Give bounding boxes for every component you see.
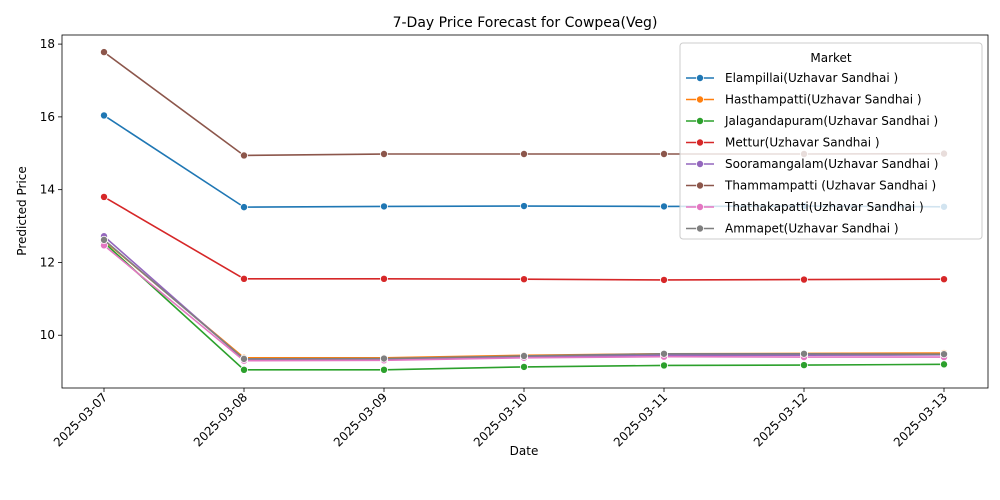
- data-point: [100, 235, 109, 244]
- legend-swatch-marker: [696, 138, 705, 147]
- series-7: [100, 235, 949, 363]
- legend: Market Elampillai(Uzhavar Sandhai ) Hasth…: [679, 42, 983, 240]
- y-axis-label: Predicted Price: [15, 166, 29, 255]
- data-point: [800, 349, 809, 358]
- data-point: [660, 275, 669, 284]
- legend-label: Ammapet(Uzhavar Sandhai ): [725, 222, 899, 236]
- y-tick-label: 18: [40, 37, 55, 51]
- legend-item: Mettur(Uzhavar Sandhai ): [686, 136, 880, 150]
- legend-item: Jalagandapuram(Uzhavar Sandhai ): [686, 114, 938, 128]
- data-point: [660, 150, 669, 159]
- y-tick-label: 14: [40, 183, 55, 197]
- chart-title: 7-Day Price Forecast for Cowpea(Veg): [393, 15, 658, 31]
- y-tick-label: 10: [40, 328, 55, 342]
- data-point: [239, 274, 248, 283]
- legend-swatch-marker: [696, 74, 705, 83]
- legend-label: Mettur(Uzhavar Sandhai ): [725, 136, 880, 150]
- data-point: [520, 362, 529, 371]
- legend-swatch-marker: [696, 181, 705, 190]
- legend-item: Elampillai(Uzhavar Sandhai ): [686, 71, 898, 85]
- legend-swatch-marker: [696, 95, 705, 104]
- data-point: [239, 151, 248, 160]
- legend-swatch-marker: [696, 224, 705, 233]
- data-point: [520, 150, 529, 159]
- legend-item: Thathakapatti(Uzhavar Sandhai ): [686, 200, 924, 214]
- legend-swatch-marker: [696, 159, 705, 168]
- legend-label: Thammampatti (Uzhavar Sandhai ): [724, 179, 936, 193]
- data-point: [520, 351, 529, 360]
- legend-label: Jalagandapuram(Uzhavar Sandhai ): [724, 114, 938, 128]
- data-point: [660, 361, 669, 370]
- legend-box: [679, 42, 983, 240]
- data-point: [660, 202, 669, 211]
- data-point: [520, 275, 529, 284]
- legend-item: Hasthampatti(Uzhavar Sandhai ): [686, 93, 922, 107]
- data-point: [520, 202, 529, 211]
- legend-title: Market: [810, 51, 852, 65]
- y-tick-label: 16: [40, 110, 55, 124]
- data-point: [800, 275, 809, 284]
- plot-frame: [61, 34, 989, 389]
- legend-label: Hasthampatti(Uzhavar Sandhai ): [725, 93, 922, 107]
- data-point: [800, 361, 809, 370]
- legend-swatch-marker: [696, 117, 705, 126]
- data-point: [660, 349, 669, 358]
- legend-label: Sooramangalam(Uzhavar Sandhai ): [725, 157, 939, 171]
- legend-item: Sooramangalam(Uzhavar Sandhai ): [686, 157, 939, 171]
- data-point: [100, 111, 109, 120]
- data-point: [379, 202, 388, 211]
- data-point: [100, 192, 109, 201]
- legend-items: Elampillai(Uzhavar Sandhai ) Hasthampatti…: [686, 71, 939, 236]
- data-point: [379, 365, 388, 374]
- data-point: [940, 360, 949, 369]
- data-point: [239, 203, 248, 212]
- legend-label: Elampillai(Uzhavar Sandhai ): [725, 71, 898, 85]
- y-axis: 10 12 14 16 18: [40, 37, 62, 342]
- data-point: [100, 48, 109, 57]
- data-point: [379, 274, 388, 283]
- data-point: [379, 150, 388, 159]
- legend-item: Thammampatti (Uzhavar Sandhai ): [686, 179, 936, 193]
- legend-item: Ammapet(Uzhavar Sandhai ): [686, 222, 899, 236]
- x-axis-label: Date: [510, 444, 539, 458]
- data-point: [239, 354, 248, 363]
- legend-swatch-marker: [696, 202, 705, 211]
- y-tick-label: 12: [40, 255, 55, 269]
- series-3: [100, 192, 949, 284]
- data-point: [940, 350, 949, 359]
- data-point: [940, 275, 949, 284]
- legend-label: Thathakapatti(Uzhavar Sandhai ): [724, 200, 924, 214]
- data-point: [379, 354, 388, 363]
- data-point: [239, 365, 248, 374]
